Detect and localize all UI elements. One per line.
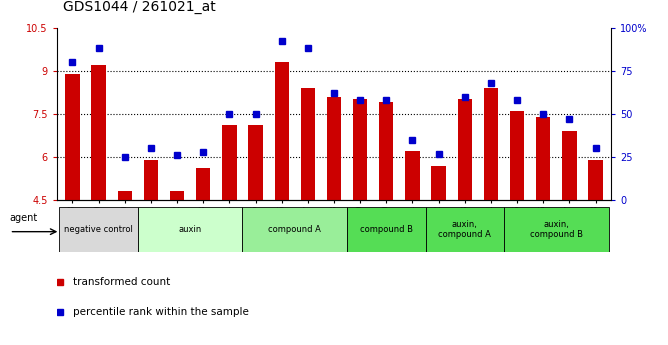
Bar: [432, 166, 446, 200]
Bar: [222, 125, 236, 200]
Bar: [242, 207, 347, 252]
Bar: [170, 191, 184, 200]
Bar: [138, 207, 242, 252]
Bar: [65, 73, 79, 200]
Bar: [196, 168, 210, 200]
Bar: [536, 117, 550, 200]
Bar: [327, 97, 341, 200]
Bar: [562, 131, 576, 200]
Bar: [484, 88, 498, 200]
Text: GDS1044 / 261021_at: GDS1044 / 261021_at: [63, 0, 216, 14]
Bar: [347, 207, 426, 252]
Text: compound A: compound A: [269, 225, 321, 234]
Bar: [379, 102, 393, 200]
Bar: [248, 125, 263, 200]
Bar: [59, 207, 138, 252]
Text: auxin,
compound B: auxin, compound B: [530, 220, 582, 239]
Bar: [301, 88, 315, 200]
Bar: [504, 207, 609, 252]
Text: compound B: compound B: [360, 225, 413, 234]
Bar: [458, 99, 472, 200]
Bar: [144, 160, 158, 200]
Bar: [92, 65, 106, 200]
Text: percentile rank within the sample: percentile rank within the sample: [73, 307, 249, 317]
Text: auxin: auxin: [178, 225, 202, 234]
Bar: [426, 207, 504, 252]
Text: negative control: negative control: [64, 225, 133, 234]
Bar: [275, 62, 289, 200]
Bar: [353, 99, 367, 200]
Bar: [118, 191, 132, 200]
Text: agent: agent: [9, 213, 38, 223]
Bar: [405, 151, 420, 200]
Bar: [589, 160, 603, 200]
Bar: [510, 111, 524, 200]
Text: auxin,
compound A: auxin, compound A: [438, 220, 491, 239]
Text: transformed count: transformed count: [73, 277, 171, 286]
